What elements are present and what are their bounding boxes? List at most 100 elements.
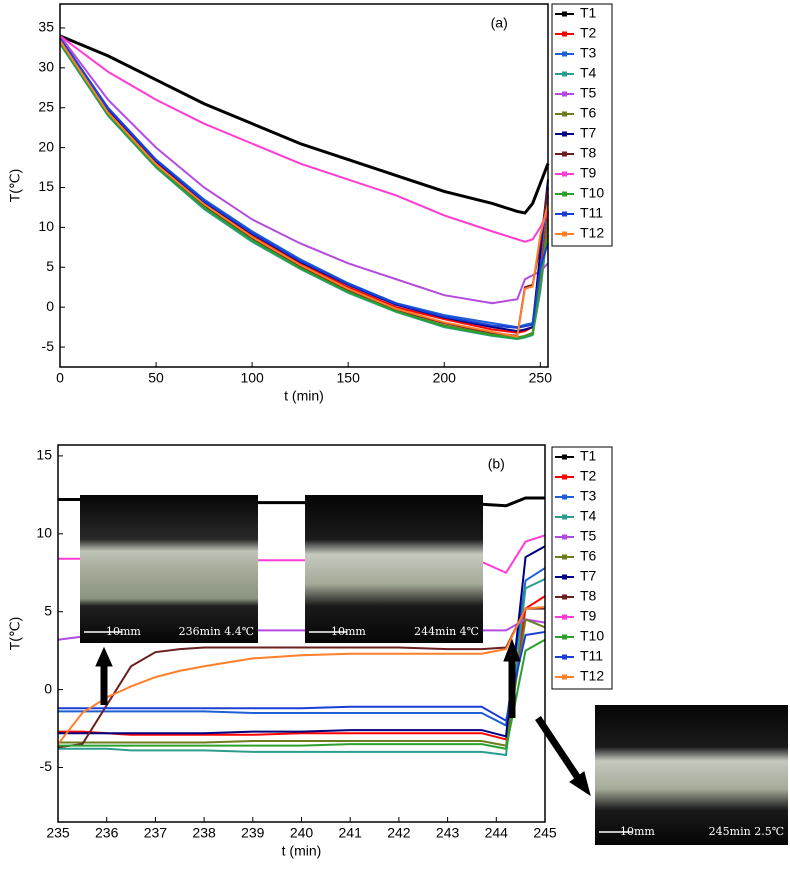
- legend-label: T1: [580, 5, 597, 21]
- legend-label: T12: [580, 668, 604, 684]
- series-line: [57, 607, 545, 749]
- legend-label: T8: [580, 588, 597, 604]
- scale-label: 10mm: [106, 625, 141, 638]
- x-tick-label: 250: [529, 370, 553, 386]
- panel-label: (b): [488, 456, 505, 472]
- legend-marker: [562, 634, 567, 640]
- series-line: [59, 35, 549, 243]
- legend-frame: [551, 3, 613, 247]
- y-tick-label: 10: [38, 218, 54, 234]
- legend-marker: [562, 131, 567, 137]
- legend-label: T7: [580, 568, 597, 584]
- x-tick-label: 239: [241, 825, 265, 841]
- x-axis-label: t (min): [284, 388, 324, 404]
- legend-marker: [562, 614, 567, 620]
- legend-marker: [562, 654, 567, 660]
- legend-marker: [562, 574, 567, 580]
- scale-label: 10mm: [620, 825, 655, 838]
- series-line: [57, 606, 546, 745]
- x-tick-label: 242: [387, 825, 411, 841]
- x-tick-label: 240: [290, 825, 314, 841]
- y-tick-label: 10: [36, 525, 52, 541]
- arrows: [95, 638, 591, 797]
- y-tick-label: 0: [46, 298, 54, 314]
- x-tick-label: 238: [192, 825, 216, 841]
- y-tick-label: 20: [38, 138, 54, 154]
- series-line: [59, 42, 549, 340]
- legend-label: T6: [580, 105, 597, 121]
- x-tick-label: 241: [339, 825, 363, 841]
- legend-marker: [562, 31, 567, 37]
- x-tick-label: 200: [433, 370, 457, 386]
- series-line: [59, 43, 549, 341]
- y-tick-label: -5: [40, 758, 53, 774]
- y-tick-label: 35: [38, 19, 54, 35]
- legend-marker: [562, 454, 567, 460]
- legend-label: T4: [580, 65, 597, 81]
- photo-245: 10mm 245min 2.5℃: [595, 705, 788, 845]
- series-line: [59, 35, 549, 305]
- x-tick-label: 244: [485, 825, 509, 841]
- legend-label: T4: [580, 508, 597, 524]
- legend-marker: [562, 594, 567, 600]
- legend-label: T7: [580, 125, 597, 141]
- x-axis-label: t (min): [282, 843, 322, 859]
- plot-frame: [59, 3, 549, 368]
- x-tick-label: 243: [436, 825, 460, 841]
- legend-label: T2: [580, 25, 597, 41]
- legend-marker: [562, 231, 567, 237]
- photo-244: 10mm 244min 4℃: [305, 495, 483, 643]
- legend-label: T3: [580, 488, 597, 504]
- legend-label: T6: [580, 548, 597, 564]
- y-tick-label: 15: [38, 178, 54, 194]
- legend-label: T11: [580, 648, 603, 664]
- series-line: [59, 40, 549, 338]
- photo-236: 10mm 236min 4.4℃: [80, 495, 258, 643]
- y-tick-label: 15: [36, 447, 52, 463]
- legend-marker: [562, 514, 567, 520]
- y-tick-label: -5: [42, 338, 55, 354]
- legend-label: T9: [580, 165, 597, 181]
- y-axis-label: T(℃): [7, 169, 23, 203]
- y-tick-label: 5: [44, 602, 52, 618]
- x-tick-label: 100: [240, 370, 264, 386]
- legend-label: T10: [580, 628, 604, 644]
- series-line: [58, 638, 546, 750]
- legend-marker: [562, 111, 567, 117]
- legend-marker: [562, 474, 567, 480]
- legend-marker: [562, 11, 567, 17]
- legend-marker: [562, 171, 567, 177]
- scale-label: 10mm: [331, 625, 366, 638]
- x-tick-label: 245: [533, 825, 557, 841]
- y-tick-label: 25: [38, 98, 54, 114]
- y-axis-label: T(℃): [7, 617, 23, 651]
- series-line: [59, 37, 549, 329]
- legend-marker: [562, 211, 567, 217]
- series-line: [59, 34, 550, 215]
- series-line: [58, 567, 546, 727]
- series-line: [58, 545, 546, 738]
- legend-label: T10: [580, 185, 604, 201]
- x-tick-label: 150: [337, 370, 361, 386]
- y-tick-label: 0: [44, 680, 52, 696]
- x-tick-label: 235: [46, 825, 70, 841]
- legend-marker: [562, 191, 567, 197]
- x-tick-label: 237: [144, 825, 168, 841]
- series-line: [58, 630, 546, 723]
- legend-label: T9: [580, 608, 597, 624]
- legend-marker: [562, 554, 567, 560]
- legend-label: T5: [580, 85, 597, 101]
- y-tick-label: 5: [46, 258, 54, 274]
- legend-label: T1: [580, 448, 597, 464]
- photo-caption: 245min 2.5℃: [709, 825, 784, 838]
- series-line: [59, 36, 549, 329]
- series-line: [58, 578, 546, 757]
- series-line: [58, 618, 546, 747]
- legend-label: T12: [580, 225, 604, 241]
- photo-caption: 236min 4.4℃: [179, 625, 254, 638]
- legend-marker: [562, 151, 567, 157]
- x-tick-label: 50: [148, 370, 164, 386]
- legend-marker: [562, 674, 567, 680]
